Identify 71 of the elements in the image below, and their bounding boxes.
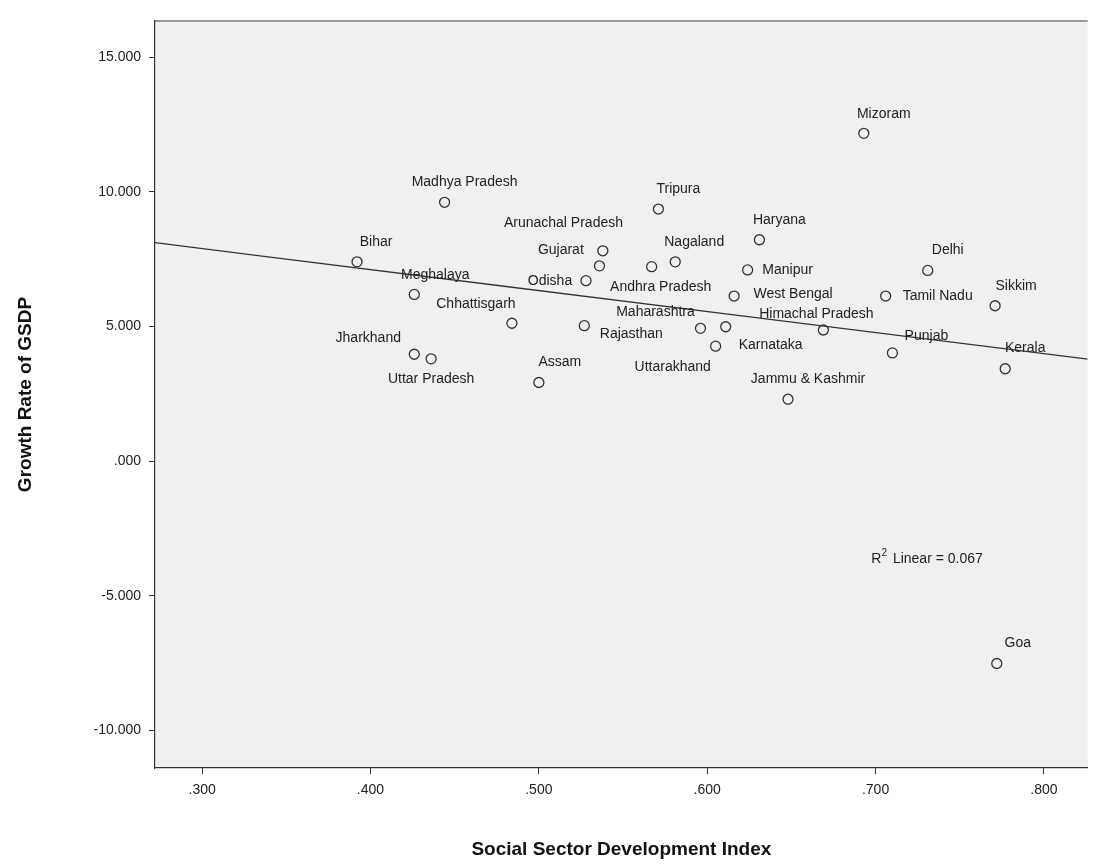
x-axis-title: Social Sector Development Index (471, 837, 772, 859)
point (753, 234, 766, 246)
point (597, 245, 609, 257)
point (351, 256, 363, 268)
annotation: Andhra Pradesh (610, 277, 712, 294)
point (728, 290, 740, 302)
x-tick-label: .400 (356, 781, 385, 798)
y-axis-title: Growth Rate of GSDP (13, 296, 35, 493)
y-tick-label: -5.000 (101, 586, 142, 603)
annotation: Jharkhand (335, 329, 401, 346)
point (991, 657, 1003, 670)
annotation: Jammu & Kashmir (750, 370, 866, 387)
annotation: Bihar (359, 232, 393, 249)
point (652, 203, 665, 215)
annotation: Sikkim (995, 276, 1037, 293)
point (741, 264, 754, 276)
annotation: West Bengal (753, 284, 833, 301)
y-tick-label: .000 (113, 452, 142, 469)
annotation: Assam (538, 353, 582, 370)
annotation: Gujarat (537, 240, 584, 257)
annotation: Nagaland (664, 232, 725, 249)
point (989, 300, 1001, 312)
point (425, 353, 437, 365)
annotation: Delhi (931, 241, 964, 258)
annotation: Maharashtra (616, 303, 695, 320)
x-tick-label: .300 (188, 781, 216, 798)
annotation: Tripura (656, 179, 701, 196)
point (999, 363, 1011, 375)
point (408, 348, 420, 360)
y-tick-label: 10.000 (98, 182, 142, 199)
point (880, 290, 892, 302)
annotation: Karnataka (738, 336, 803, 353)
point (408, 288, 420, 301)
point (922, 264, 934, 277)
point (533, 376, 545, 389)
x-tick-label: .800 (1030, 781, 1058, 798)
point (593, 260, 606, 272)
y-tick-label: 5.000 (105, 317, 142, 334)
annotation: Tamil Nadu (902, 286, 973, 303)
annotation: Rajasthan (599, 324, 663, 341)
y-tick-label: -10.000 (93, 721, 142, 738)
point (886, 347, 899, 359)
point (580, 275, 592, 287)
annotation: Uttarakhand (634, 357, 711, 374)
annotation: Odisha (527, 271, 573, 288)
point (646, 261, 658, 273)
annotation: Chhattisgarh (436, 295, 516, 312)
annotation: Haryana (752, 210, 807, 227)
point (694, 322, 707, 335)
annotation: Arunachal Pradesh (503, 213, 623, 230)
point (858, 127, 870, 139)
y-tick-label: 15.000 (98, 47, 142, 64)
x-tick-label: .500 (525, 781, 553, 798)
point (438, 196, 451, 208)
annotation: Himachal Pradesh (759, 304, 874, 321)
annotation: Madhya Pradesh (411, 173, 518, 190)
x-tick-label: .600 (693, 781, 722, 798)
annotation: Mizoram (856, 105, 911, 122)
point (669, 256, 681, 268)
annotation: Uttar Pradesh (387, 369, 475, 386)
point (720, 321, 732, 333)
annotation: Punjab (904, 326, 949, 343)
annotation: Goa (1004, 634, 1032, 651)
point (578, 320, 590, 332)
point (709, 340, 722, 352)
annotation: Kerala (1004, 338, 1046, 355)
annotation: Manipur (762, 260, 814, 277)
point (782, 393, 794, 405)
x-tick-label: .700 (861, 781, 890, 798)
point (506, 317, 518, 329)
point (817, 324, 830, 336)
